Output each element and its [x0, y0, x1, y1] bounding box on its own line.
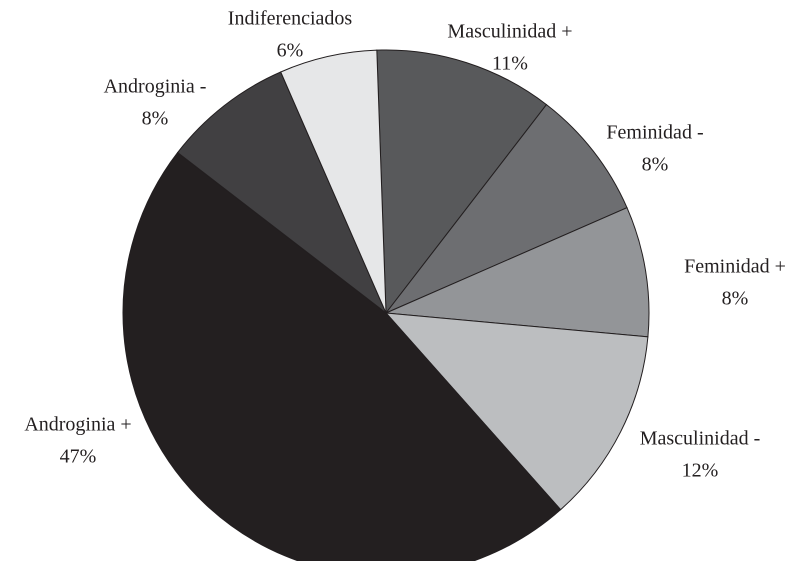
pie-slice — [385, 207, 650, 338]
slice-value-label: 12% — [682, 460, 719, 482]
slice-label: Feminidad + — [684, 256, 786, 278]
slice-label: Androginia - — [104, 76, 207, 98]
slice-label: Masculinidad + — [447, 21, 572, 43]
pie-slice — [385, 103, 628, 314]
pie-slice — [280, 49, 387, 314]
pie-slice — [384, 312, 649, 511]
pie-slice — [176, 71, 387, 314]
slice-value-label: 47% — [60, 446, 97, 468]
slice-value-label: 11% — [492, 53, 528, 75]
pie-slice — [376, 49, 548, 315]
slice-value-label: 8% — [722, 288, 749, 310]
slice-label: Indiferenciados — [228, 8, 353, 30]
slice-value-label: 8% — [642, 154, 669, 176]
slice-value-label: 8% — [142, 108, 169, 130]
pie-slice — [122, 151, 562, 561]
slice-label: Masculinidad - — [640, 428, 761, 450]
slice-label: Feminidad - — [606, 122, 703, 144]
slice-label: Androginia + — [24, 414, 131, 436]
slice-value-label: 6% — [277, 40, 304, 62]
